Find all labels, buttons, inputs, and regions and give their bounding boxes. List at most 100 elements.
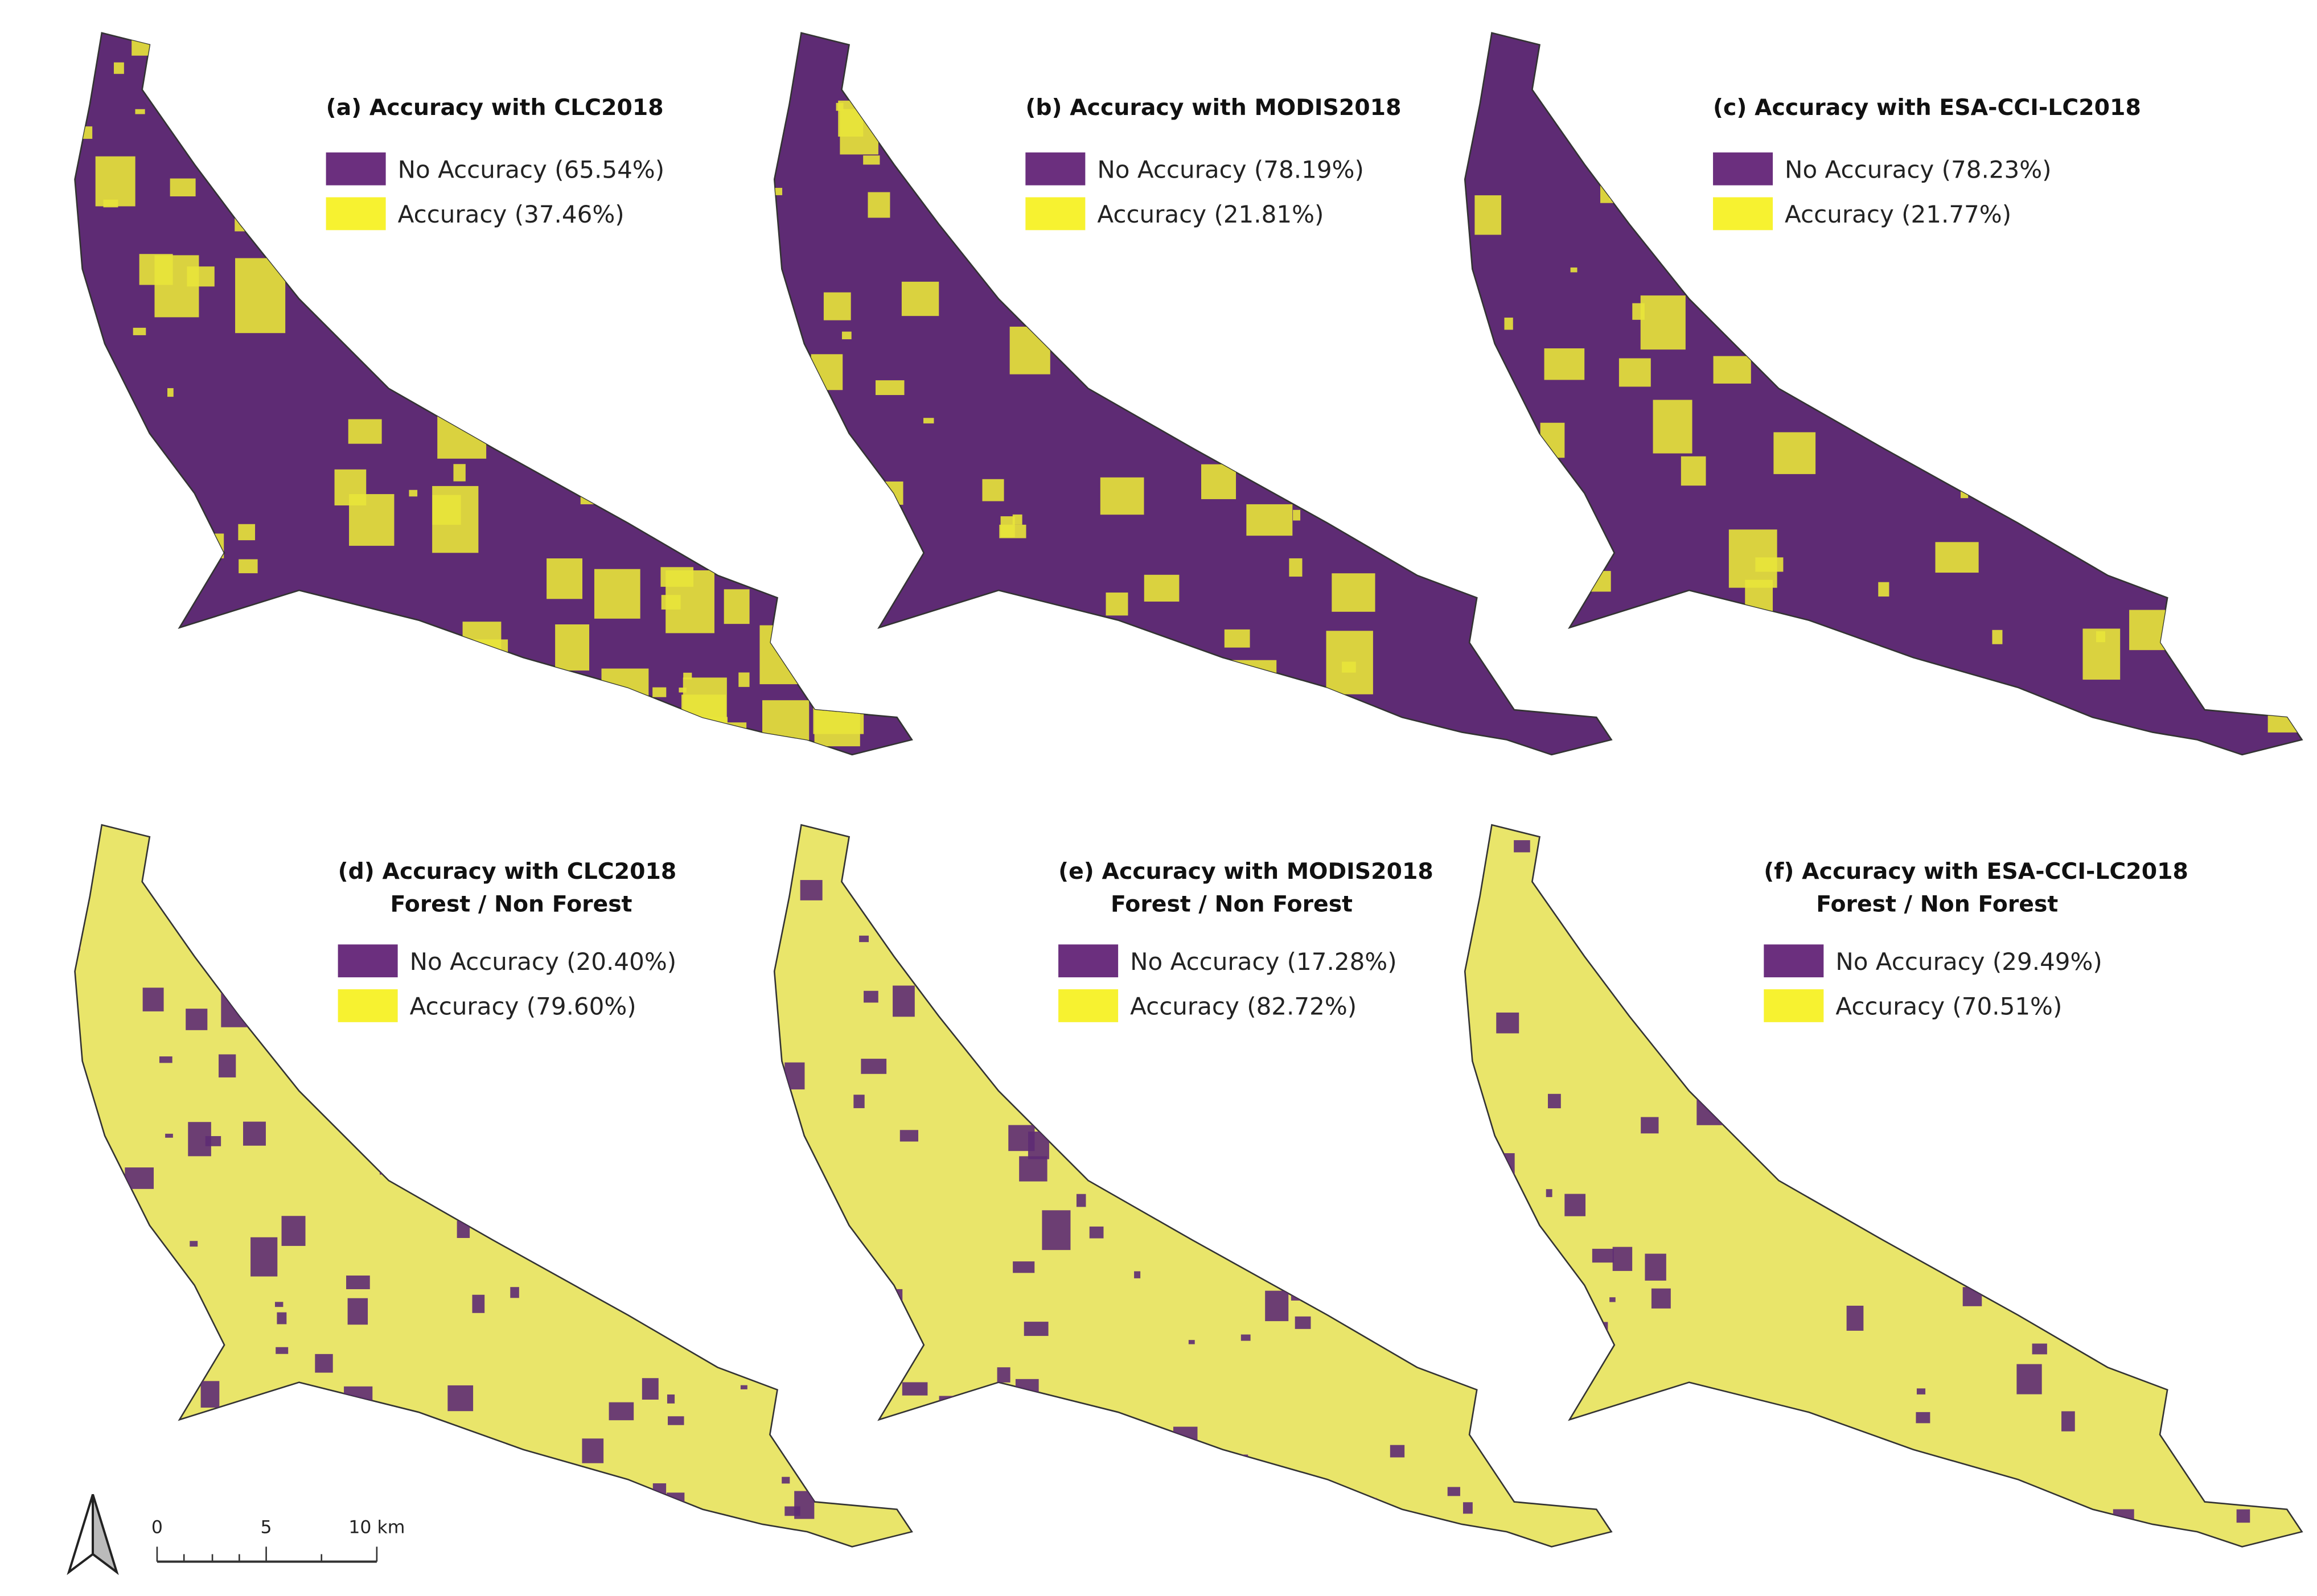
patch <box>472 1294 485 1313</box>
patch <box>2129 610 2167 651</box>
patch <box>1909 369 1941 386</box>
patch <box>455 249 473 273</box>
patch <box>823 1322 839 1341</box>
patch <box>178 533 224 558</box>
patch <box>2016 1364 2042 1395</box>
patch <box>667 1394 675 1404</box>
patch <box>79 634 126 694</box>
patch <box>1630 615 1671 652</box>
legend-swatch <box>1713 197 1773 231</box>
patch <box>1224 629 1250 648</box>
patch <box>1652 642 1677 679</box>
patch <box>2042 706 2049 717</box>
patch <box>276 1347 289 1354</box>
patch <box>1341 454 1389 481</box>
patch <box>1713 356 1751 384</box>
legend-swatch <box>1058 944 1119 978</box>
patch <box>2167 519 2174 523</box>
patch <box>1019 1156 1047 1182</box>
patch <box>1916 1412 1930 1424</box>
patch <box>170 178 196 197</box>
patch <box>112 593 149 639</box>
patch <box>1465 566 1482 583</box>
patch <box>652 687 667 697</box>
patch <box>902 1443 909 1451</box>
patch <box>813 660 864 734</box>
patch <box>2242 1357 2260 1376</box>
patch <box>2175 1261 2205 1280</box>
patch <box>1830 922 1848 938</box>
patch <box>781 527 813 550</box>
patch <box>1326 631 1373 694</box>
patch <box>759 625 800 685</box>
patch <box>759 1319 776 1334</box>
patch <box>861 667 911 705</box>
patch <box>1289 558 1303 577</box>
patch <box>1515 439 1528 451</box>
patch <box>1448 877 1460 886</box>
patch <box>814 582 836 609</box>
patch <box>837 695 861 714</box>
patch <box>1962 1287 1982 1306</box>
scale-label: 10 km <box>348 1517 405 1538</box>
patch <box>578 722 593 732</box>
patch <box>239 906 269 950</box>
patch <box>1181 313 1194 327</box>
patch <box>293 1398 306 1409</box>
patch <box>923 418 934 423</box>
patch <box>2084 500 2108 530</box>
patch <box>1174 1051 1197 1066</box>
patch <box>1482 466 1499 479</box>
legend-swatch <box>1025 152 1086 186</box>
patch <box>893 1440 904 1455</box>
patch <box>159 848 186 862</box>
patch <box>313 880 327 890</box>
patch <box>1843 55 1880 76</box>
patch <box>1478 483 1490 495</box>
patch <box>347 1298 368 1325</box>
patch <box>2128 233 2150 253</box>
patch <box>1408 440 1416 449</box>
patch <box>676 1277 689 1288</box>
patch <box>1587 142 1612 175</box>
patch <box>1641 1117 1659 1134</box>
region <box>1464 824 2303 1548</box>
patch <box>1916 1388 1926 1395</box>
patch <box>133 327 146 335</box>
patch <box>1564 1194 1586 1216</box>
patch <box>1526 1385 1540 1405</box>
patch <box>151 645 170 660</box>
patch <box>651 238 689 270</box>
patch <box>534 1049 545 1063</box>
patch <box>679 688 687 693</box>
patch <box>528 1187 537 1196</box>
panel-title: Forest / Non Forest <box>391 891 632 918</box>
patch <box>242 204 284 230</box>
patch <box>1474 195 1502 235</box>
patch <box>1609 1297 1616 1302</box>
patch <box>2000 235 2049 268</box>
patch <box>2185 1064 2196 1075</box>
patch <box>1024 1322 1049 1336</box>
patch <box>1523 1550 1545 1572</box>
patch <box>846 621 858 633</box>
patch <box>416 260 423 264</box>
patch <box>937 54 951 67</box>
patch <box>701 48 721 69</box>
patch <box>2026 278 2072 335</box>
patch <box>967 910 993 933</box>
patch <box>838 100 864 137</box>
patch <box>2130 1311 2153 1343</box>
patch <box>1928 465 1935 470</box>
patch <box>2238 318 2254 331</box>
patch <box>1295 1316 1311 1329</box>
patch <box>1514 840 1530 853</box>
patch <box>110 1396 122 1403</box>
patch <box>867 542 881 551</box>
patch <box>773 1331 800 1346</box>
patch <box>254 833 262 841</box>
patch <box>1944 1043 1963 1066</box>
patch <box>892 1289 903 1301</box>
patch <box>1753 1120 1776 1149</box>
patch <box>877 48 912 93</box>
